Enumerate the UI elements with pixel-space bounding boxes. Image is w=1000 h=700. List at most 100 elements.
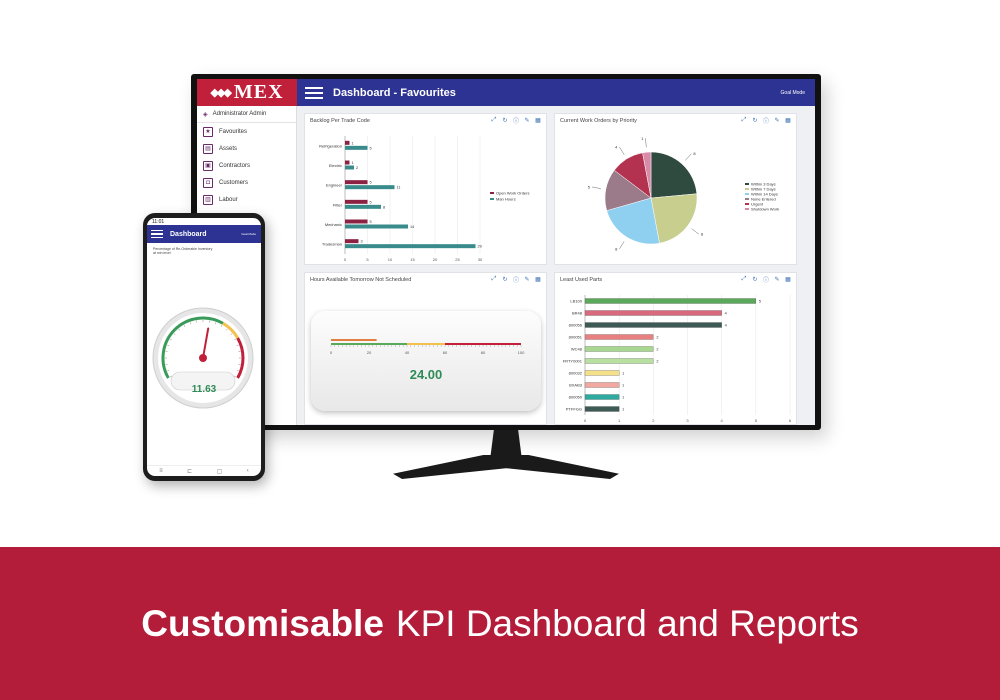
sidebar-item-favourites[interactable]: ★ Favourites: [197, 123, 296, 140]
data-label: 1: [622, 384, 624, 388]
table-icon[interactable]: ▦: [785, 276, 791, 283]
data-label: 5: [370, 181, 372, 185]
nav-menu-icon[interactable]: ≡: [159, 468, 163, 474]
bar: [584, 406, 620, 412]
banner: Customisable KPI Dashboard and Reports: [0, 547, 1000, 700]
dial-tick: [169, 338, 172, 341]
sidebar-item-labour[interactable]: ▥ Labour: [197, 191, 296, 208]
expand-icon[interactable]: ⤢: [491, 275, 497, 282]
y-tick-label: LB100: [570, 299, 582, 304]
table-icon[interactable]: ▦: [535, 276, 541, 283]
info-icon[interactable]: ⓘ: [762, 277, 769, 284]
bar: [584, 298, 756, 304]
legend-swatch: [745, 198, 749, 200]
dial-needle: [202, 327, 210, 359]
expand-icon[interactable]: ⤢: [741, 116, 747, 123]
dial-tick: [230, 333, 233, 336]
goal-mode-button[interactable]: Goal Mode: [780, 89, 805, 96]
mex-logo[interactable]: ◆◆◆ MEX: [197, 79, 297, 106]
parts-panel: Least Used Parts ⤢ ↻ ⓘ ✎ ▦ 0 1 2 3 4 5 6 LB100 5 BR48…: [554, 272, 797, 425]
phone-menu-icon[interactable]: [151, 229, 163, 239]
dial-arc-green: [161, 316, 224, 379]
refresh-icon[interactable]: ↻: [752, 117, 758, 124]
gauge-band-red: [445, 343, 521, 345]
info-icon[interactable]: ⓘ: [512, 118, 519, 125]
data-label: 4: [615, 144, 618, 149]
info-icon[interactable]: ⓘ: [512, 277, 519, 284]
sidebar-user[interactable]: ◈ Administrator Admin: [197, 106, 296, 123]
banner-bold: Customisable: [141, 602, 384, 644]
dial-arc-red: [236, 337, 245, 379]
sidebar-item-label: Contractors: [219, 162, 251, 169]
y-tick-label: 800051: [569, 335, 583, 340]
table-icon[interactable]: ▦: [785, 117, 791, 124]
edit-icon[interactable]: ✎: [774, 117, 780, 124]
phone-gauge-value: 11.63: [191, 384, 217, 395]
table-icon[interactable]: ▦: [535, 117, 541, 124]
bar: [584, 358, 654, 364]
sidebar-item-customers[interactable]: ◘ Customers: [197, 174, 296, 191]
hours-value: 24.00: [409, 367, 443, 382]
refresh-icon[interactable]: ↻: [752, 276, 758, 283]
dial-tick: [183, 324, 186, 327]
x-tick-label: 5: [755, 418, 758, 423]
nav-back-icon[interactable]: ‹: [246, 468, 249, 474]
bar: [584, 394, 620, 400]
phone-screen: 11:01 Dashboard Goal Mode Percentage of …: [147, 218, 261, 476]
legend-label: None Entered: [751, 197, 776, 202]
dial-tick: [167, 370, 170, 372]
y-tick-label: Fitter: [333, 202, 343, 207]
x-tick-label: 0: [584, 418, 587, 423]
expand-icon[interactable]: ⤢: [741, 275, 747, 282]
customers-icon: ◘: [203, 177, 213, 188]
refresh-icon[interactable]: ↻: [502, 117, 508, 124]
pie-slice: [650, 151, 698, 199]
expand-icon[interactable]: ⤢: [491, 116, 497, 123]
labour-icon: ▥: [203, 194, 213, 205]
edit-icon[interactable]: ✎: [774, 276, 780, 283]
leader-line: [645, 138, 647, 148]
y-tick-label: 800056: [569, 323, 583, 328]
bar: [345, 180, 368, 185]
y-tick-label: Tradesman: [322, 242, 342, 247]
nav-recent-icon[interactable]: ⊏: [187, 468, 193, 475]
sidebar-item-label: Customers: [219, 179, 249, 186]
y-tick-label: BR48: [572, 311, 583, 316]
leader-line: [619, 241, 625, 250]
info-icon[interactable]: ⓘ: [762, 118, 769, 125]
x-tick-label: 20: [433, 257, 438, 262]
data-label: 4: [725, 324, 727, 328]
edit-icon[interactable]: ✎: [524, 117, 530, 124]
bar: [345, 204, 381, 209]
menu-icon[interactable]: [305, 86, 323, 99]
data-label: 5: [370, 146, 372, 150]
x-tick-label: 15: [410, 257, 415, 262]
legend-label: Man Hours: [496, 197, 516, 202]
nav-home-icon[interactable]: ▢: [216, 468, 223, 475]
sidebar-item-contractors[interactable]: ▣ Contractors: [197, 157, 296, 174]
phone-nav-bar: ≡ ⊏ ▢ ‹: [147, 465, 261, 476]
data-label: 3: [361, 240, 363, 244]
phone-goal-mode-button[interactable]: Goal Mode: [241, 232, 256, 236]
y-tick-label: 800032: [569, 371, 583, 376]
bar: [345, 199, 368, 204]
bar: [345, 160, 350, 165]
dial-tick: [220, 324, 223, 327]
pie-slice: [642, 151, 652, 199]
edit-icon[interactable]: ✎: [524, 276, 530, 283]
x-tick-label: 2: [652, 418, 655, 423]
bar: [584, 346, 654, 352]
data-label: 2: [656, 336, 658, 340]
sidebar-item-assets[interactable]: ▤ Assets: [197, 140, 296, 157]
sidebar-item-label: Assets: [219, 145, 238, 152]
leader-line: [591, 186, 601, 189]
bar: [345, 219, 368, 224]
bar: [345, 224, 408, 229]
refresh-icon[interactable]: ↻: [502, 276, 508, 283]
data-label: 2: [656, 348, 658, 352]
bar: [345, 185, 395, 190]
phone-time: 11:01: [152, 218, 165, 225]
legend-label: Open Work Orders: [496, 191, 530, 196]
bar: [345, 165, 354, 170]
